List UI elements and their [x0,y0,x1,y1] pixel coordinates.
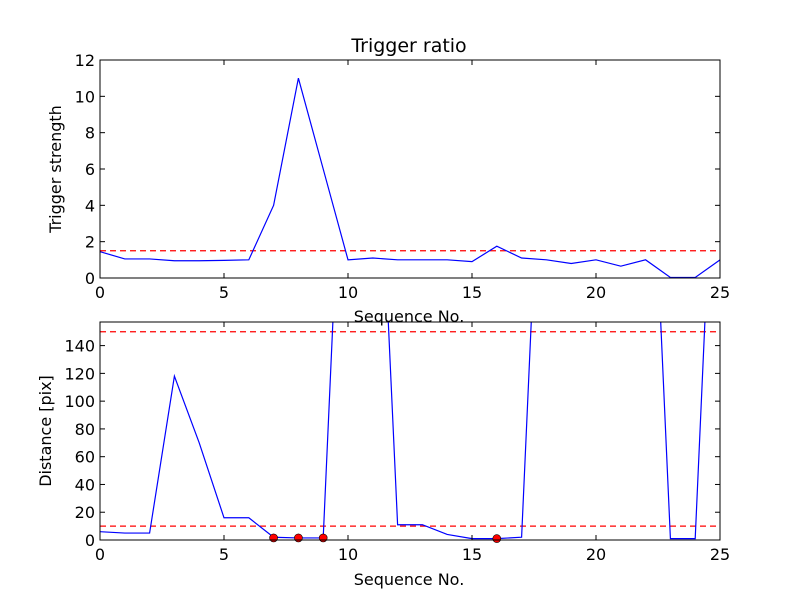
top-chart-data-layer [100,78,720,278]
top-chart-ytick-label: 6 [85,160,95,179]
bottom-chart-ytick-label: 80 [75,420,95,439]
top-chart-ytick-label: 12 [75,51,95,70]
top-chart-xtick-label: 25 [710,283,730,302]
bottom-chart-ytick-label: 100 [64,392,95,411]
bottom-chart-series-line [100,322,706,540]
bottom-chart-marker [492,534,502,543]
bottom-chart-xtick-label: 20 [586,545,606,564]
top-chart-xtick-label: 20 [586,283,606,302]
top-plot-area: 0 5 10 15 20 25 0 2 4 6 8 10 12 [75,51,731,302]
top-chart-ytick-label: 0 [85,269,95,288]
top-chart-ylabel: Trigger strength [46,105,65,234]
bottom-chart-ylabel: Distance [pix] [36,375,55,487]
bottom-chart-xtick-label: 15 [462,545,482,564]
top-chart: Trigger ratio Trigger strength Sequence … [46,35,730,326]
bottom-chart-xtick-label: 0 [95,545,105,564]
bottom-chart-ytick-label: 60 [75,448,95,467]
top-chart-ytick-label: 10 [75,87,95,106]
bottom-chart-ytick-label: 140 [64,337,95,356]
top-chart-ytick-label: 2 [85,233,95,252]
bottom-chart-frame [99,321,721,541]
bottom-chart-ytick-label: 120 [64,364,95,383]
bottom-chart-ytick-label: 40 [75,475,95,494]
bottom-chart: Distance [pix] Sequence No. 0 5 10 15 20 25 0 2… [36,321,730,589]
bottom-chart-ytick-label: 0 [85,531,95,550]
top-chart-xtick-label: 15 [462,283,482,302]
bottom-chart-marker [294,533,303,543]
top-chart-xlabel: Sequence No. [354,307,465,326]
top-chart-title: Trigger ratio [350,35,466,57]
bottom-chart-xtick-label: 5 [219,545,229,564]
top-chart-frame [99,59,721,279]
bottom-plot-area: 0 5 10 15 20 25 0 20 40 60 80 100 120 140 [64,321,730,564]
top-chart-xtick-label: 5 [219,283,229,302]
top-chart-ytick-label: 8 [85,124,95,143]
top-chart-xtick-label: 0 [95,283,105,302]
bottom-chart-ytick-label: 20 [75,503,95,522]
top-chart-xtick-label: 10 [338,283,358,302]
bottom-chart-xtick-label: 25 [710,545,730,564]
top-chart-series-line [100,78,720,278]
bottom-chart-xtick-label: 10 [338,545,358,564]
bottom-chart-xlabel: Sequence No. [354,570,465,589]
top-chart-ytick-label: 4 [85,196,95,215]
bottom-chart-marker [318,533,328,543]
bottom-chart-data-layer [100,322,720,540]
bottom-chart-marker [269,533,278,543]
